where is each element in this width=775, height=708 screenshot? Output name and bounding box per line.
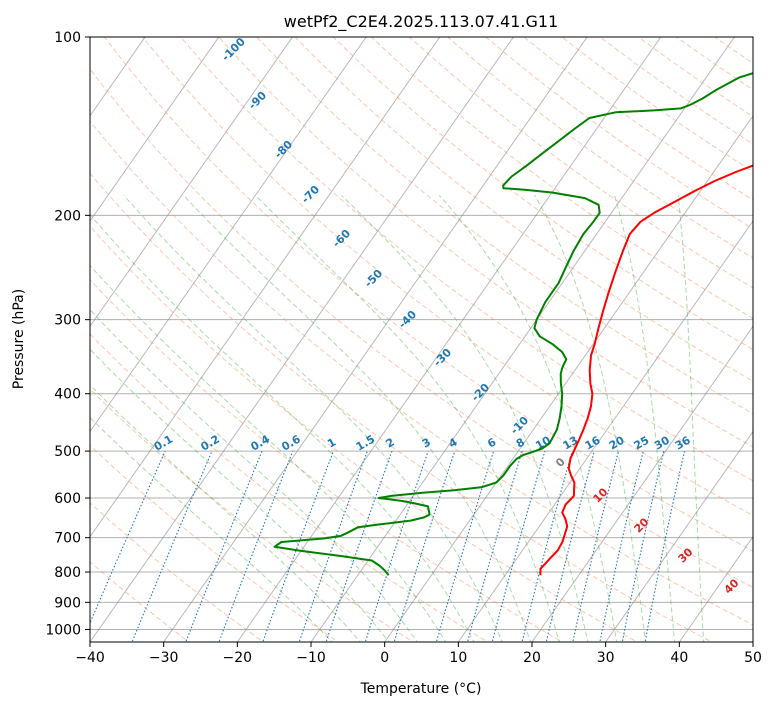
x-tick-label: 10 (449, 650, 467, 666)
chart-title: wetPf2_C2E4.2025.113.07.41.G11 (284, 12, 558, 32)
mixing-ratio-line (364, 450, 429, 642)
dry-adiabat-line (90, 333, 489, 642)
x-tick-label: 20 (523, 650, 541, 666)
isotherm-line (90, 37, 515, 642)
moist-adiabat-line (255, 194, 560, 642)
x-axis-ticks: −40 −30 −20 −10 0 10 20 30 40 50 (75, 642, 762, 666)
y-tick-label: 600 (54, 491, 81, 507)
isotherm-line (384, 114, 753, 642)
dewpoint-line (273, 72, 753, 576)
isotherm-line (457, 220, 753, 642)
moist-adiabat-line (123, 194, 503, 642)
dry-adiabat-line (218, 37, 753, 448)
mixing-ratio-line (621, 450, 665, 642)
isotherm-line (90, 37, 220, 222)
dry-adiabat-line (294, 37, 753, 382)
mixing-ratio-line (298, 450, 368, 642)
dry-adiabat-line (409, 37, 753, 289)
isotherm-line (163, 37, 588, 642)
x-tick-label: 50 (744, 650, 762, 666)
mixing-ratio-line (466, 450, 523, 642)
y-tick-label: 800 (54, 565, 81, 581)
x-tick-label: −40 (75, 650, 105, 666)
mixing-ratio-line (545, 450, 595, 642)
x-tick-label: 0 (380, 650, 389, 666)
temperature-line (539, 164, 753, 576)
profile-series (273, 72, 753, 576)
mixing-ratio-line (599, 450, 644, 642)
mixing-ratio-line (131, 450, 213, 642)
moist-adiabat-line (614, 195, 676, 642)
moist-adiabat-line (90, 384, 362, 642)
isotherm-line (90, 37, 367, 433)
x-tick-label: −10 (296, 650, 326, 666)
x-tick-label: −20 (223, 650, 253, 666)
moist-adiabat-line (438, 194, 618, 642)
mixing-ratio-line (521, 450, 573, 642)
background-lines (90, 37, 753, 642)
x-tick-label: 40 (670, 650, 688, 666)
mixing-ratio-line (435, 450, 495, 642)
moist-adiabat-line (90, 416, 333, 642)
y-tick-label: 700 (54, 531, 81, 547)
dry-adiabat-line (90, 444, 340, 642)
isotherm-line (310, 37, 736, 642)
dry-adiabat-line (142, 37, 753, 517)
y-tick-label: 300 (54, 313, 81, 329)
x-tick-label: 30 (597, 650, 615, 666)
moist-adiabat-line (341, 194, 589, 642)
mixing-ratio-line (218, 450, 294, 642)
mixing-ratio-line (325, 450, 393, 642)
isotherm-line (236, 37, 662, 642)
mixing-ratio-line (262, 450, 334, 642)
plot-frame (89, 36, 754, 643)
moist-adiabat-line (90, 348, 390, 642)
isotherm-line (678, 535, 753, 642)
y-tick-label: 200 (54, 208, 81, 224)
isotherm-line (531, 325, 753, 642)
y-tick-label: 900 (54, 595, 81, 611)
dry-adiabat-line (256, 37, 753, 415)
y-axis-ticks: 100 200 300 400 500 600 700 800 900 1000 (45, 30, 90, 638)
mixing-ratio-line (90, 450, 166, 625)
dry-adiabat-line (90, 561, 190, 642)
dry-adiabat-line (90, 120, 753, 626)
moist-adiabat-line (90, 213, 475, 642)
y-tick-label: 500 (54, 444, 81, 460)
dry-adiabat-line (90, 225, 639, 642)
moist-adiabat-line (677, 195, 705, 642)
dry-adiabat-line (90, 388, 414, 642)
dry-adiabat-line (90, 278, 564, 642)
y-tick-label: 1000 (45, 622, 81, 638)
y-tick-label: 400 (54, 387, 81, 403)
moist-adiabat-line (90, 264, 447, 642)
isotherm-line (605, 430, 753, 642)
x-axis-label: Temperature (°C) (360, 681, 482, 697)
moist-adiabat-line (183, 194, 532, 642)
y-axis-label: Pressure (hPa) (11, 289, 27, 389)
dry-adiabat-line (104, 37, 753, 552)
x-tick-label: −30 (149, 650, 179, 666)
y-tick-label: 100 (54, 30, 81, 46)
mixing-ratio-line (393, 450, 456, 642)
mixing-ratio-line (572, 450, 620, 642)
mixing-ratio-line (185, 450, 263, 642)
isotherm-line (90, 37, 441, 538)
isotherm-line (90, 37, 294, 328)
mixing-ratio-line (491, 450, 546, 642)
